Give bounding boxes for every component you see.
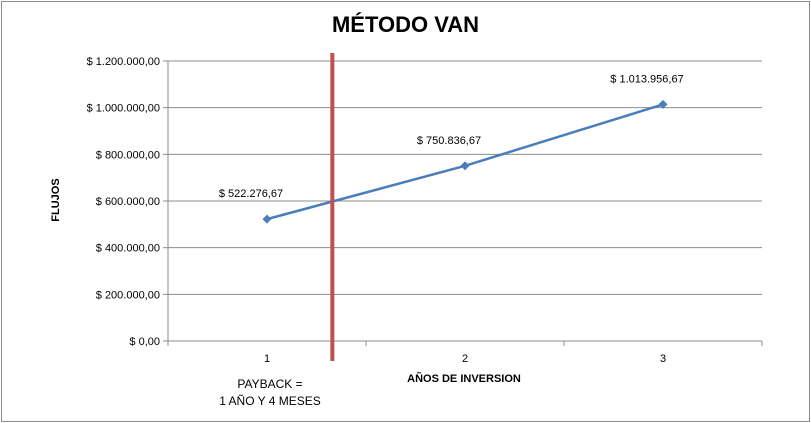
- x-tick-label: 3: [660, 353, 666, 365]
- y-tick-label: $ 800.000,00: [96, 149, 160, 161]
- data-point: [460, 161, 470, 171]
- y-tick-label: $ 200.000,00: [96, 289, 160, 301]
- y-tick-label: $ 600.000,00: [96, 196, 160, 208]
- y-tick-label: $ 400.000,00: [96, 243, 160, 255]
- x-tick-label: 1: [264, 353, 270, 365]
- data-label: $ 522.276,67: [219, 188, 283, 200]
- y-tick-label: $ 0,00: [129, 336, 160, 348]
- y-tick-label: $ 1.000.000,00: [87, 103, 160, 115]
- data-point: [262, 214, 272, 224]
- x-tick-label: 2: [462, 353, 468, 365]
- data-label: $ 1.013.956,67: [610, 73, 683, 85]
- y-axis-label: FLUJOS: [50, 178, 62, 222]
- payback-annotation-line-1: PAYBACK =: [237, 377, 303, 391]
- data-point: [658, 99, 668, 109]
- payback-annotation: PAYBACK = 1 AÑO Y 4 MESES: [219, 376, 321, 410]
- x-axis-label: AÑOS DE INVERSION: [407, 373, 521, 385]
- data-label: $ 750.836,67: [417, 135, 481, 147]
- y-tick-label: $ 1.200.000,00: [87, 56, 160, 68]
- chart-title: MÉTODO VAN: [331, 12, 480, 37]
- payback-annotation-line-2: 1 AÑO Y 4 MESES: [219, 394, 321, 408]
